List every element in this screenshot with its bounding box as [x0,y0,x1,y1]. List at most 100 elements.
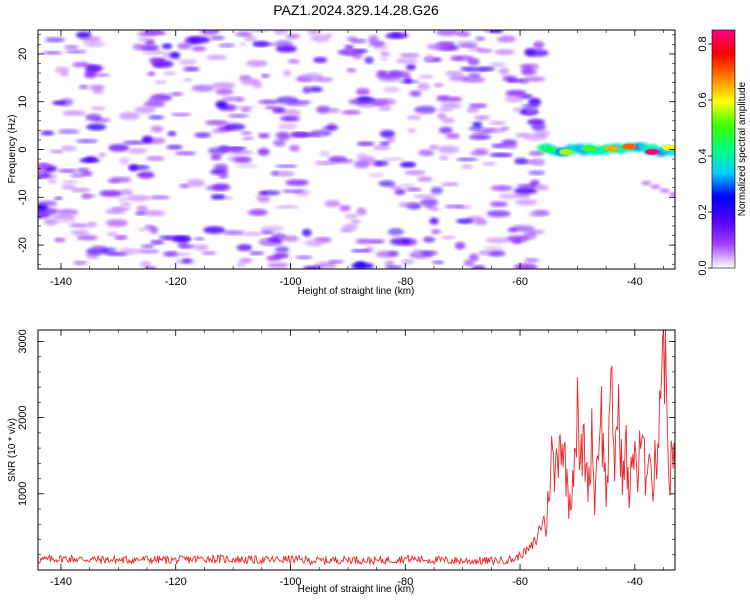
spectrogram-cell [203,226,226,234]
spectrogram-cell [134,106,156,114]
spectrogram-cell [239,257,253,264]
spectrogram-cell [324,33,334,38]
spectrogram-cell [367,173,385,178]
spectrogram-cell [215,100,228,109]
spectrogram-cell [70,187,91,193]
spectrogram-cell [441,117,455,124]
spectrogram-cell [52,100,67,106]
spectrogram-cell [339,204,351,212]
spectrogram-cell [489,62,507,67]
spectrogram-cell [275,96,299,105]
spectrogram-cell [444,70,464,76]
colorbar: 0.0 0.2 0.4 0.6 0.8 Normalized spectral ampl… [697,29,748,276]
spectrogram-cell [314,160,335,166]
spectrogram-cell [445,133,461,139]
spectrogram-cell [174,151,197,156]
spectrogram-cell [282,109,301,117]
spectrogram-cell [401,183,416,188]
spectrogram-cell [456,41,479,46]
spectrogram-cell [429,217,439,225]
spectrogram-cell [302,265,322,269]
spectrogram-cell [350,249,371,253]
spectrogram-cell [191,84,214,92]
spectrogram-cell [181,258,192,263]
spectrogram-cell [211,82,236,89]
spectrogram-cell [373,45,390,51]
spectrogram-cell [285,179,310,186]
spectrogram-cell [55,217,77,223]
spectrogram-cell [182,66,200,72]
spectrogram-peak [662,144,675,151]
spectrogram-cell [388,251,399,256]
x-tick-label: -100 [279,576,301,588]
spectrogram-cell [257,195,271,203]
spectrogram-cell [405,64,416,71]
spectrogram-peak [581,145,596,152]
spectrogram-cell [178,59,198,65]
spectrogram-cell [169,51,181,59]
spectrogram-cell [194,237,205,241]
spectrogram-cell [258,132,270,139]
spectrogram-cell [355,87,370,96]
spectrogram-cell [364,56,374,64]
spectrogram-cell [215,88,234,95]
spectrogram-cell [301,228,312,237]
spectrogram-cell [467,57,480,66]
spectrogram-cell [235,31,253,37]
spectrogram-cell [357,96,373,100]
spectrogram-peak [541,146,556,153]
colorbar-label: Normalized spectral amplitude [737,81,748,216]
spectrogram-cell [436,96,456,102]
spectrogram-cell [49,150,64,154]
spectrogram-cell [177,42,192,50]
spectrogram-cell [419,198,439,207]
spectrogram-cell [416,82,431,91]
spectrogram-cell [267,262,289,268]
spectrogram-cell [485,237,510,244]
spectrogram-cell [678,196,688,200]
spectrogram-cell [142,210,166,217]
spectrogram-cell [113,235,129,240]
spectrogram-cell [412,194,436,199]
spectrogram-cell [119,189,134,196]
spectrogram-cell [381,157,405,161]
spectrogram-cell [428,145,440,150]
spectrogram-cell [650,184,661,189]
spectrogram-cell [82,194,97,198]
spectrogram-cell [368,40,386,47]
spectrogram-cell [105,219,129,227]
spectrogram-cell [86,221,98,228]
spectrogram-cell [92,90,104,94]
spectrogram-cell [302,86,312,94]
spectrogram-cell [389,185,403,190]
colorbar-bar [711,29,736,269]
spectrogram-cell [456,157,479,161]
spectrogram-cell [399,161,417,168]
spectrogram-cell [55,208,79,216]
spectrogram-cell [394,189,406,196]
spectrogram-cell [186,179,206,187]
chart-title: PAZ1.2024.329.14.28.G26 [273,2,439,18]
spectrogram-cells [38,30,688,269]
spectrogram-cell [80,36,102,42]
spectrogram-cell [170,92,184,96]
spectrogram-cell [528,97,542,106]
spectrogram-cell [43,218,58,226]
spectrogram-cell [106,231,119,237]
spectrogram-cell [275,45,297,53]
spectrogram-cell [424,203,435,210]
spectrogram-cell [379,141,390,146]
spectrogram-cell [149,240,165,245]
spectrogram-cell [238,42,248,46]
snr-frame [37,329,676,571]
spectrogram-cell [404,170,426,176]
spectrogram-cell [108,144,130,152]
spectrogram-cell [257,147,270,156]
spectrogram-cell [209,35,226,40]
spectrogram-cell [496,36,517,43]
spectrogram-cell [523,76,546,82]
spectrogram-cell [194,132,212,138]
spectrogram-cell [271,106,286,114]
spectrogram-cell [304,239,324,247]
